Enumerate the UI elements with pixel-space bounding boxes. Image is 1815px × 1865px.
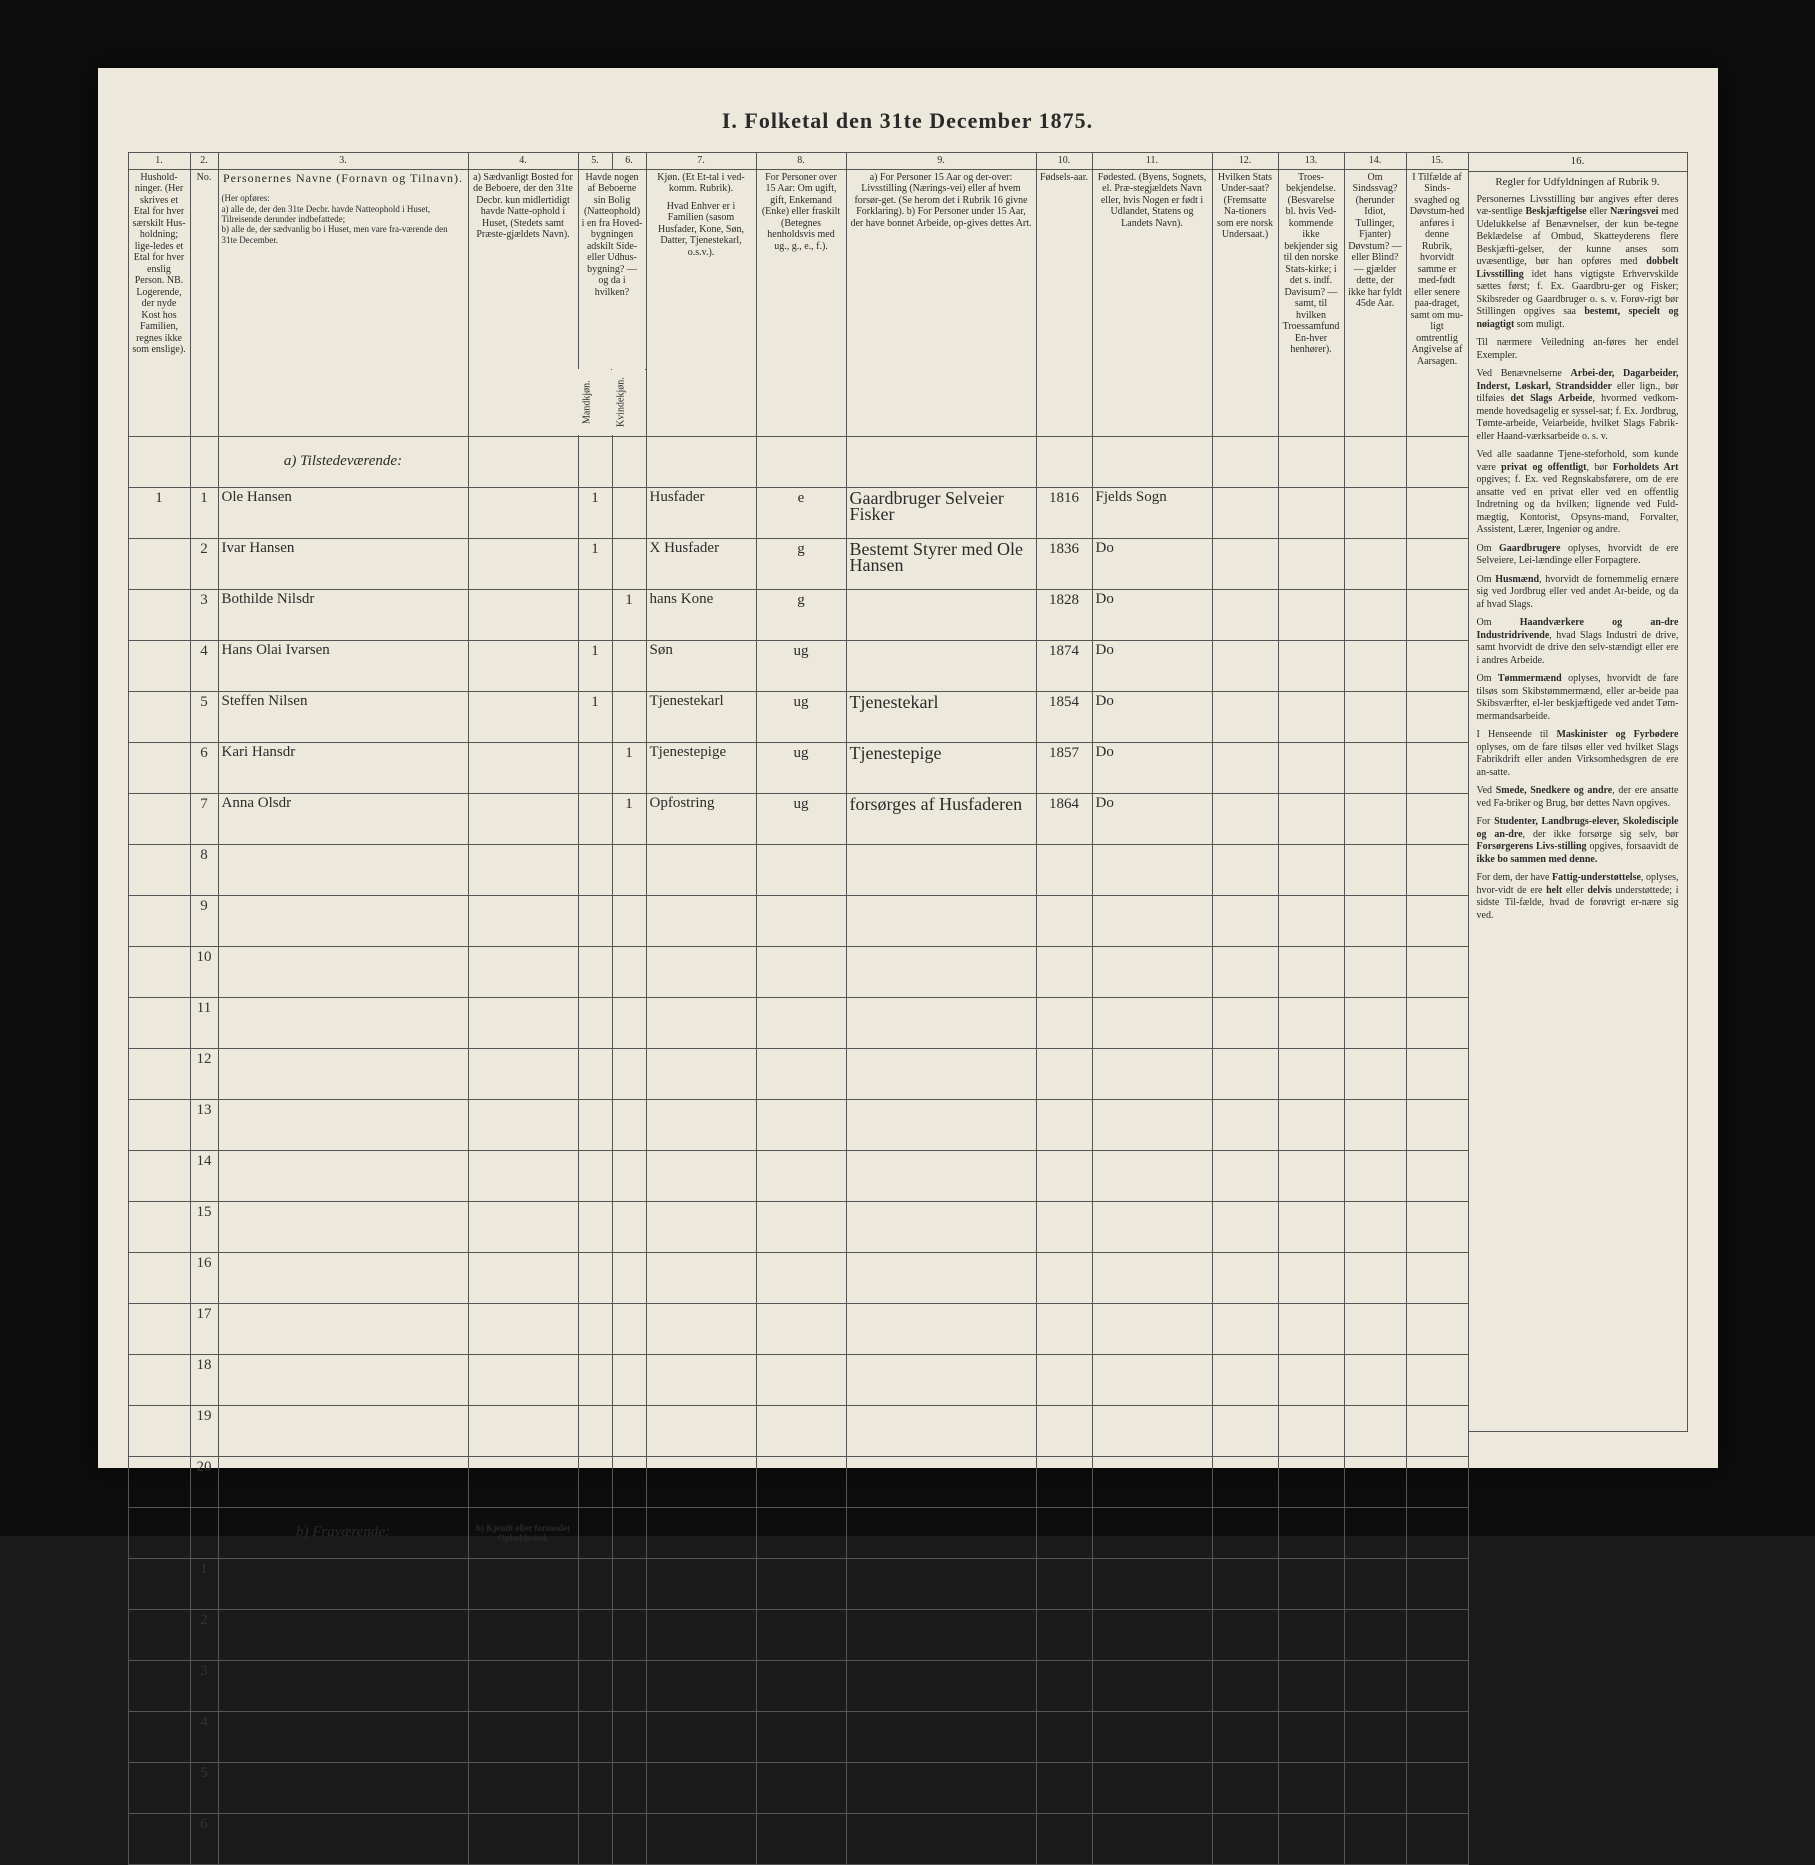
header-disability-cause: I Tilfælde af Sinds-svaghed og Døvstum-h… xyxy=(1406,169,1468,436)
table-row-blank: 8 xyxy=(128,844,1468,895)
person-name: Kari Hansdr xyxy=(218,742,468,793)
rule-paragraph: Om Husmænd, hvorvidt de fornemmelig ernæ… xyxy=(1477,574,1679,612)
header-outbuilding: Havde nogen af Beboerne sin Bolig (Natte… xyxy=(578,169,646,369)
table-row-blank: 19 xyxy=(128,1405,1468,1456)
header-nationality: Hvilken Stats Under-saat? (Fremsatte Na-… xyxy=(1212,169,1278,436)
scan-frame: I. Folketal den 31te December 1875. xyxy=(0,0,1815,1536)
section-present: a) Tilstedeværende: xyxy=(128,436,1468,487)
header-marital: For Personer over 15 Aar: Om ugift, gift… xyxy=(756,169,846,436)
rules-panel: 16. Regler for Udfyldningen af Rubrik 9.… xyxy=(1469,152,1688,1432)
table-row: 4Hans Olai Ivarsen1Sønug1874Do xyxy=(128,640,1468,691)
colnum-9: 9. xyxy=(846,153,1036,170)
rule-paragraph: Om Gaardbrugere oplyses, hvorvidt de ere… xyxy=(1477,543,1679,568)
rule-paragraph: I Henseende til Maskinister og Fyrbødere… xyxy=(1477,729,1679,779)
table-row-blank: 15 xyxy=(128,1201,1468,1252)
rule-paragraph: Om Haandværkere og an-dre Industridriven… xyxy=(1477,617,1679,667)
document-page: I. Folketal den 31te December 1875. xyxy=(98,68,1718,1468)
table-row-blank: 14 xyxy=(128,1150,1468,1201)
section-absent-label: b) Fraværende: xyxy=(218,1507,468,1558)
person-name: Anna Olsdr xyxy=(218,793,468,844)
header-names-title: Personernes Navne (Fornavn og Tilnavn). xyxy=(222,172,465,186)
table-row-blank: 2 xyxy=(128,1609,1468,1660)
colnum-1: 1. xyxy=(128,153,190,170)
person-name: Ole Hansen xyxy=(218,487,468,538)
person-name: Bothilde Nilsdr xyxy=(218,589,468,640)
colnum-5: 5. xyxy=(578,153,612,170)
header-disability: Om Sindssvag? (herunder Idiot, Tullinger… xyxy=(1344,169,1406,436)
header-family-pos: Kjøn. (Et Et-tal i ved-komm. Rubrik). Hv… xyxy=(646,169,756,436)
colnum-4: 4. xyxy=(468,153,578,170)
rules-body: Personernes Livsstilling bør angives eft… xyxy=(1477,194,1679,923)
colnum-2: 2. xyxy=(190,153,218,170)
header-names: Personernes Navne (Fornavn og Tilnavn). … xyxy=(218,169,468,436)
header-households: Hushold- ninger. (Her skrives et Etal fo… xyxy=(128,169,190,436)
colnum-8: 8. xyxy=(756,153,846,170)
section-absent-c4-label: b) Kjendt eller formodet Opholdssted. xyxy=(468,1507,578,1558)
table-row-blank: 20 xyxy=(128,1456,1468,1507)
colnum-7: 7. xyxy=(646,153,756,170)
table-row-blank: 12 xyxy=(128,1048,1468,1099)
colnum-10: 10. xyxy=(1036,153,1092,170)
table-row: 3Bothilde Nilsdr1hans Koneg1828Do xyxy=(128,589,1468,640)
colnum-15: 15. xyxy=(1406,153,1468,170)
header-residence: a) Sædvanligt Bosted for de Beboere, der… xyxy=(468,169,578,436)
rule-paragraph: Ved Smede, Snedkere og andre, der ere an… xyxy=(1477,785,1679,810)
table-row-blank: 4 xyxy=(128,1711,1468,1762)
table-header: 1. 2. 3. 4. 5. 6. 7. 8. 9. 10. 11. 12. 1… xyxy=(128,153,1468,437)
rules-title: Regler for Udfyldningen af Rubrik 9. xyxy=(1477,176,1679,190)
table-row-blank: 5 xyxy=(128,1762,1468,1813)
header-no: No. xyxy=(190,169,218,436)
table-row-blank: 13 xyxy=(128,1099,1468,1150)
rule-paragraph: For dem, der have Fattig-understøttelse,… xyxy=(1477,872,1679,922)
page-title: I. Folketal den 31te December 1875. xyxy=(128,108,1688,134)
table-row: 11Ole Hansen1HusfadereGaardbruger Selvei… xyxy=(128,487,1468,538)
rule-paragraph: Ved alle saadanne Tjene-steforhold, som … xyxy=(1477,449,1679,537)
rule-paragraph: Om Tømmermænd oplyses, hvorvidt de fare … xyxy=(1477,673,1679,723)
person-name: Ivar Hansen xyxy=(218,538,468,589)
rule-paragraph: Personernes Livsstilling bør angives eft… xyxy=(1477,194,1679,332)
table-row-blank: 10 xyxy=(128,946,1468,997)
colnum-14: 14. xyxy=(1344,153,1406,170)
colnum-12: 12. xyxy=(1212,153,1278,170)
colnum-11: 11. xyxy=(1092,153,1212,170)
header-names-body: (Her opføres: a) alle de, der den 31te D… xyxy=(222,193,465,245)
table-row-blank: 3 xyxy=(128,1660,1468,1711)
table-row: 7Anna Olsdr1Opfostringugforsørges af Hus… xyxy=(128,793,1468,844)
rule-paragraph: For Studenter, Landbrugs-elever, Skoledi… xyxy=(1477,816,1679,866)
colnum-13: 13. xyxy=(1278,153,1344,170)
table-row-blank: 16 xyxy=(128,1252,1468,1303)
section-present-label: a) Tilstedeværende: xyxy=(218,436,468,487)
colnum-6: 6. xyxy=(612,153,646,170)
census-table: 1. 2. 3. 4. 5. 6. 7. 8. 9. 10. 11. 12. 1… xyxy=(128,152,1469,1865)
table-row-blank: 17 xyxy=(128,1303,1468,1354)
header-family-body: Hvad Enhver er i Familien (sasom Husfade… xyxy=(650,201,753,259)
rule-paragraph: Til nærmere Veiledning an-føres her ende… xyxy=(1477,337,1679,362)
header-birthplace: Fødested. (Byens, Sognets, el. Præ-stegj… xyxy=(1092,169,1212,436)
table-row-blank: 11 xyxy=(128,997,1468,1048)
colnum-16: 16. xyxy=(1469,153,1687,172)
table-row: 2Ivar Hansen1X HusfadergBestemt Styrer m… xyxy=(128,538,1468,589)
table-row-blank: 1 xyxy=(128,1558,1468,1609)
header-male: Mandkjøn. xyxy=(578,369,612,436)
sheet: 1. 2. 3. 4. 5. 6. 7. 8. 9. 10. 11. 12. 1… xyxy=(128,152,1688,1432)
section-absent: b) Fraværende:b) Kjendt eller formodet O… xyxy=(128,1507,1468,1558)
table-row: 5Steffen Nilsen1TjenestekarlugTjenesteka… xyxy=(128,691,1468,742)
person-name: Steffen Nilsen xyxy=(218,691,468,742)
header-occupation: a) For Personer 15 Aar og der-over: Livs… xyxy=(846,169,1036,436)
table-row-blank: 6 xyxy=(128,1813,1468,1864)
table-body: a) Tilstedeværende:11Ole Hansen1Husfader… xyxy=(128,436,1468,1864)
header-sex-title: Kjøn. (Et Et-tal i ved-komm. Rubrik). xyxy=(650,172,753,195)
rule-paragraph: Ved Benævnelserne Arbei-der, Dagarbeider… xyxy=(1477,368,1679,443)
table-row-blank: 9 xyxy=(128,895,1468,946)
table-row: 6Kari Hansdr1TjenestepigeugTjenestepige1… xyxy=(128,742,1468,793)
colnum-3: 3. xyxy=(218,153,468,170)
table-row-blank: 18 xyxy=(128,1354,1468,1405)
header-creed: Troes-bekjendelse. (Besvarelse bl. hvis … xyxy=(1278,169,1344,436)
person-name: Hans Olai Ivarsen xyxy=(218,640,468,691)
header-birthyear: Fødsels-aar. xyxy=(1036,169,1092,436)
header-female: Kvindekjøn. xyxy=(612,369,646,436)
